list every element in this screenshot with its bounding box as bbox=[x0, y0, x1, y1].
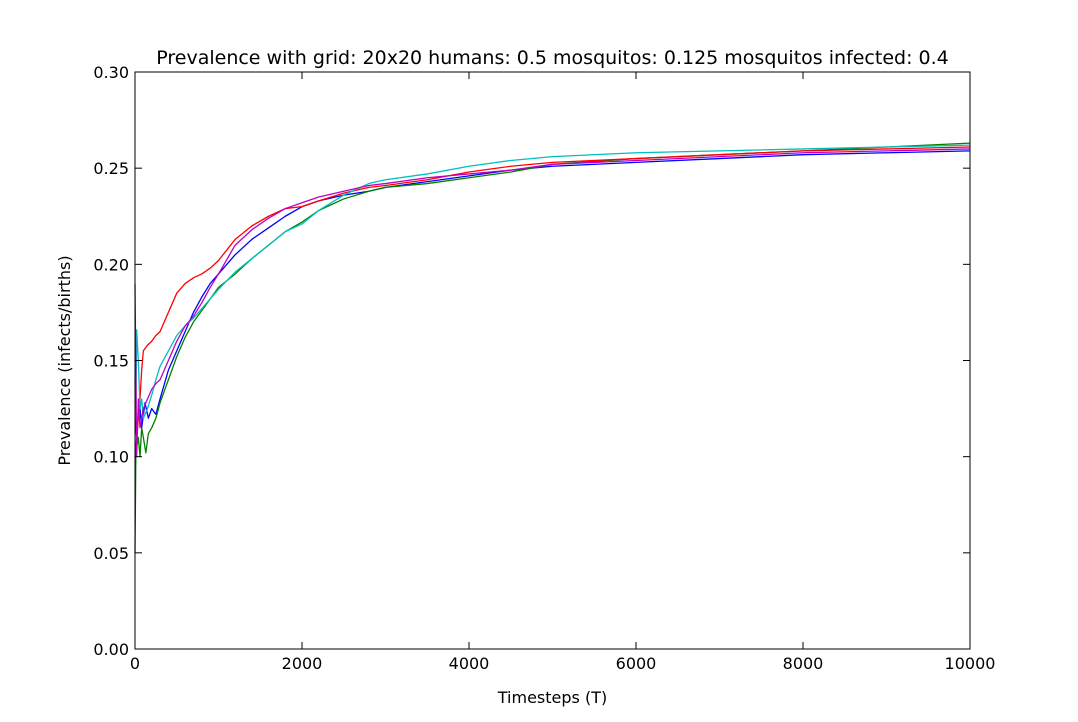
series-line-5 bbox=[134, 148, 971, 458]
x-tick-label: 10000 bbox=[945, 654, 996, 673]
x-tick-label: 6000 bbox=[616, 654, 657, 673]
y-tick-label: 0.25 bbox=[93, 159, 129, 178]
x-axis: 0 2000 4000 6000 8000 10000 bbox=[130, 72, 996, 673]
y-tick-label: 0.15 bbox=[93, 352, 129, 371]
chart-title: Prevalence with grid: 20x20 humans: 0.5 … bbox=[156, 47, 948, 69]
y-tick-label: 0.30 bbox=[93, 63, 129, 82]
x-tick-label: 0 bbox=[130, 654, 140, 673]
x-tick-label: 4000 bbox=[449, 654, 490, 673]
series-line-3 bbox=[134, 146, 971, 457]
y-tick-label: 0.20 bbox=[93, 255, 129, 274]
series-line-2 bbox=[134, 142, 971, 553]
series-layer bbox=[134, 142, 971, 553]
y-axis: 0.00 0.05 0.10 0.15 0.20 0.25 0.30 bbox=[93, 63, 970, 659]
y-tick-label: 0.00 bbox=[93, 640, 129, 659]
x-tick-label: 8000 bbox=[783, 654, 824, 673]
x-tick-label: 2000 bbox=[282, 654, 323, 673]
y-tick-label: 0.05 bbox=[93, 544, 129, 563]
y-axis-title: Prevalence (infects/births) bbox=[55, 255, 74, 465]
series-line-4 bbox=[134, 144, 971, 419]
x-axis-title: Timesteps (T) bbox=[497, 688, 607, 707]
y-tick-label: 0.10 bbox=[93, 448, 129, 467]
